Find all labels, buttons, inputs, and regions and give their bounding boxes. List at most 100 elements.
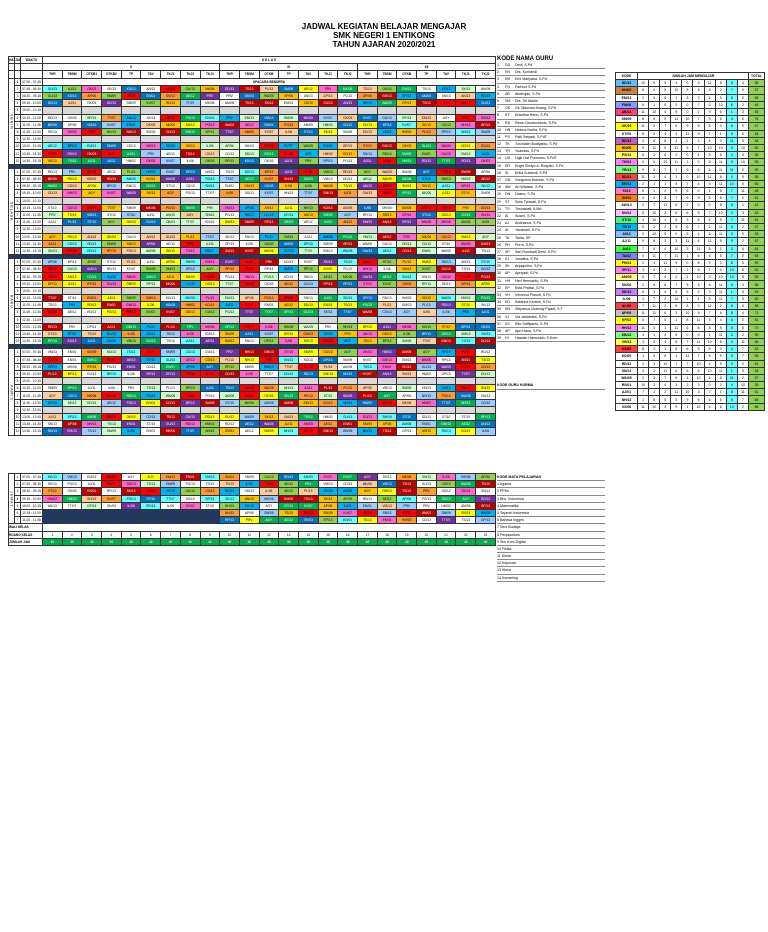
class-col-8: TKJ3 xyxy=(199,70,221,79)
lesson-cell: MK/06 xyxy=(42,120,63,129)
lesson-cell xyxy=(42,286,63,296)
class-col-19: TP xyxy=(416,70,437,79)
teacher-row: 4 FN Farhuni S.Pd xyxy=(497,84,605,91)
lesson-cell: KV/07 xyxy=(140,99,162,108)
lesson-cell: MK/06 xyxy=(199,322,221,331)
lesson-cell xyxy=(81,516,103,525)
lesson-cell: SM/09 xyxy=(278,265,299,274)
lesson-cell: AE/12 xyxy=(42,265,63,274)
lesson-cell: KV/07 xyxy=(258,329,280,339)
lesson-cell: CD/13 xyxy=(101,391,122,400)
lesson-cell: PRV xyxy=(317,84,339,93)
lesson-cell: AN/13 xyxy=(455,91,477,101)
lesson-cell xyxy=(416,106,437,115)
lesson-cell: PL/13 xyxy=(317,384,339,393)
lesson-cell: ST/10 xyxy=(81,218,103,227)
lesson-cell: PRV xyxy=(297,480,319,489)
lesson-cell: CD/13 xyxy=(160,127,181,137)
ruang-cell: 17 xyxy=(357,530,378,539)
lesson-cell xyxy=(396,315,418,324)
lesson-cell xyxy=(416,405,437,415)
lesson-cell xyxy=(396,405,418,415)
lesson-cell: VM/13 xyxy=(455,232,477,241)
lesson-cell: DP/13 xyxy=(435,369,457,379)
lesson-cell xyxy=(120,405,142,415)
lesson-cell: BP/13 xyxy=(455,279,477,288)
lesson-cell: BP/13 xyxy=(179,398,201,407)
lesson-cell: DD/13 xyxy=(140,182,162,191)
lesson-cell xyxy=(179,225,201,234)
lesson-cell: PL/13 xyxy=(120,167,142,177)
lesson-cell: AE/12 xyxy=(101,167,122,177)
lesson-cell: VM/13 xyxy=(396,265,418,274)
lesson-cell: DD/13 xyxy=(475,203,496,212)
lesson-cell: IL/06 xyxy=(297,182,319,191)
subject-row: 12 Kejuruan xyxy=(497,560,605,568)
lesson-cell xyxy=(475,405,496,415)
lesson-cell: VM/13 xyxy=(199,472,221,482)
time-cell: 12.30 - 13.00 xyxy=(20,315,43,324)
subject-row: 5 Sejarah Indonesia xyxy=(497,510,605,518)
lesson-cell xyxy=(337,225,358,234)
class-col-20: TAV xyxy=(435,70,457,79)
lesson-cell xyxy=(396,196,418,205)
lesson-cell xyxy=(81,405,103,415)
lesson-cell xyxy=(140,405,162,415)
lesson-cell: GU/13 xyxy=(376,113,398,122)
subject-row: 8 Penjasorkes xyxy=(497,532,605,539)
lesson-cell: AP/06 xyxy=(179,362,201,371)
lesson-cell: AE/12 xyxy=(376,232,398,241)
jumlah-jam-label: JUMLAH JAM xyxy=(8,537,43,546)
lesson-cell: TT/07 xyxy=(455,369,477,379)
lesson-cell: IL/06 xyxy=(475,427,496,436)
time-cell: 11.00 - 11.45 xyxy=(20,210,43,220)
lesson-cell: SN/13 xyxy=(475,210,496,220)
lesson-cell: AGY xyxy=(140,348,162,357)
lesson-cell xyxy=(179,516,201,525)
schedule-row: 5 10.00 - 10.15 xyxy=(9,196,496,205)
teacher-row: 21 TS Trisnawati, A.Md xyxy=(497,206,605,213)
lesson-cell: NH/13 xyxy=(416,391,437,400)
lesson-cell: TT/07 xyxy=(179,99,201,108)
lesson-cell: KD/13 xyxy=(317,398,339,407)
schedule-row: R A B U 1 07.00 - 07.45 AP/06 BP/13 AP/06 ST/1… xyxy=(8,258,496,346)
lesson-cell: AN/13 xyxy=(337,218,358,227)
lesson-cell: AE/12 xyxy=(278,516,299,525)
lesson-cell: AJ/11 xyxy=(357,156,378,165)
friday-row: 5 10.00 - 10.15 AN/13 TT/07 DP/13 OK/03 IL/06 R… xyxy=(9,501,496,510)
lesson-cell xyxy=(297,377,319,386)
lesson-cell: KV/07 xyxy=(179,501,201,510)
lesson-cell: GU/13 xyxy=(61,265,83,274)
teacher-row: 37 KS Rito Saffiyanto, S.Pd xyxy=(497,321,605,328)
ruang-cell: 6 xyxy=(140,530,162,539)
lesson-cell xyxy=(199,135,221,144)
lesson-cell: GU/13 xyxy=(297,279,319,288)
lesson-cell: DP/13 xyxy=(160,369,181,379)
lesson-cell: AN/13 xyxy=(140,84,162,93)
lesson-cell: TS/13 xyxy=(219,384,240,393)
lesson-cell xyxy=(455,315,477,324)
lesson-cell xyxy=(278,225,299,234)
lesson-cell xyxy=(61,508,83,518)
lesson-cell xyxy=(238,225,260,234)
lesson-cell: AM/05 xyxy=(416,91,437,101)
lesson-cell: RD/13 xyxy=(475,348,496,357)
lesson-cell: BP/13 xyxy=(61,142,83,151)
lesson-cell: RD/13 xyxy=(140,501,162,510)
kode-row: AW/13 2 7 11 6 2 0 0 8 5 1 42 xyxy=(615,201,765,210)
lesson-cell: PG/13 xyxy=(199,120,221,129)
lesson-cell: AP/06 xyxy=(61,120,83,129)
time-cell: 14.30 - 15.15 xyxy=(20,156,43,165)
lesson-cell: GM/13 xyxy=(219,218,240,227)
teacher-row: 14 UD Ugik Dwi Purnomo, S.PdT xyxy=(497,155,605,163)
lesson-cell: EM/13 xyxy=(376,142,398,151)
lesson-cell: EM/13 xyxy=(199,258,221,267)
lesson-cell: KV/07 xyxy=(101,120,122,129)
lesson-cell: AN/13 xyxy=(376,127,398,137)
lesson-cell xyxy=(337,196,358,205)
lesson-cell: MK/06 xyxy=(396,174,418,184)
lesson-cell xyxy=(140,508,162,518)
lesson-cell: AN/13 xyxy=(357,329,378,339)
lesson-cell: AP/06 xyxy=(238,203,260,212)
lesson-cell xyxy=(357,286,378,296)
